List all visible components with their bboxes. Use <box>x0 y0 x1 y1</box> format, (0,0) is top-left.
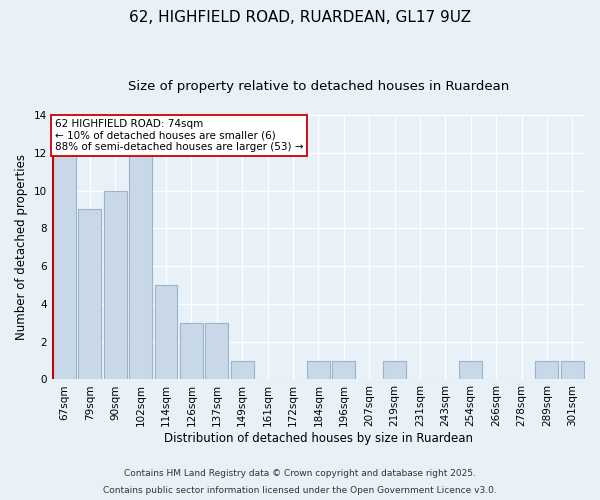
Text: Contains public sector information licensed under the Open Government Licence v3: Contains public sector information licen… <box>103 486 497 495</box>
Bar <box>53 153 76 380</box>
Bar <box>205 323 228 380</box>
Text: 62, HIGHFIELD ROAD, RUARDEAN, GL17 9UZ: 62, HIGHFIELD ROAD, RUARDEAN, GL17 9UZ <box>129 10 471 25</box>
Bar <box>180 323 203 380</box>
Text: 62 HIGHFIELD ROAD: 74sqm
← 10% of detached houses are smaller (6)
88% of semi-de: 62 HIGHFIELD ROAD: 74sqm ← 10% of detach… <box>55 119 304 152</box>
X-axis label: Distribution of detached houses by size in Ruardean: Distribution of detached houses by size … <box>164 432 473 445</box>
Y-axis label: Number of detached properties: Number of detached properties <box>15 154 28 340</box>
Bar <box>307 360 330 380</box>
Bar <box>231 360 254 380</box>
Bar <box>535 360 559 380</box>
Bar <box>459 360 482 380</box>
Bar <box>79 210 101 380</box>
Bar <box>129 153 152 380</box>
Bar <box>104 190 127 380</box>
Text: Contains HM Land Registry data © Crown copyright and database right 2025.: Contains HM Land Registry data © Crown c… <box>124 468 476 477</box>
Bar <box>561 360 584 380</box>
Bar <box>383 360 406 380</box>
Bar <box>155 285 178 380</box>
Title: Size of property relative to detached houses in Ruardean: Size of property relative to detached ho… <box>128 80 509 93</box>
Bar <box>332 360 355 380</box>
